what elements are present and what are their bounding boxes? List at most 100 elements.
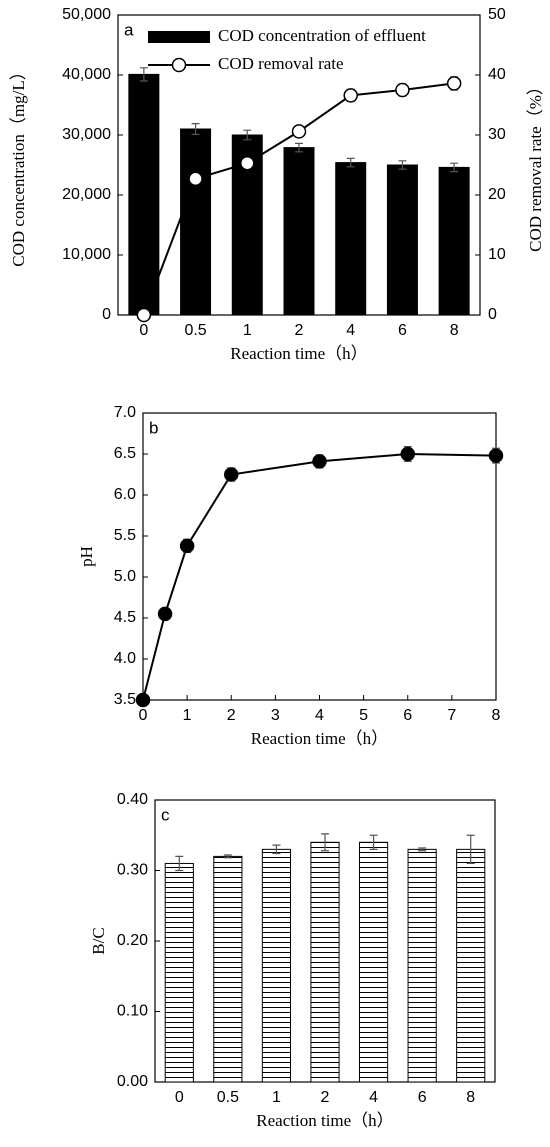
- panel-label: a: [124, 20, 134, 39]
- legend-label: COD concentration of effluent: [218, 26, 426, 45]
- y-tick-label: 40,000: [62, 66, 111, 83]
- marker: [312, 454, 327, 469]
- y-tick-label: 6.5: [114, 445, 136, 462]
- y-tick-label: 0.20: [117, 932, 148, 949]
- y-tick-label: 0.30: [117, 862, 148, 879]
- marker: [136, 307, 152, 323]
- marker: [224, 467, 239, 482]
- marker: [395, 82, 410, 98]
- y-tick-label: 0.10: [117, 1003, 148, 1020]
- marker: [157, 606, 173, 622]
- error-bar: [272, 844, 281, 855]
- marker: [291, 124, 307, 139]
- bar: [180, 128, 212, 316]
- y-tick-label: 10,000: [62, 246, 111, 263]
- bar: [310, 841, 340, 1083]
- x-tick-label: 0.5: [184, 322, 206, 339]
- x-tick-label: 0: [175, 1089, 184, 1106]
- y-tick-label: 30,000: [62, 126, 111, 143]
- bar: [407, 848, 437, 1083]
- y-axis-label: pH: [77, 546, 96, 567]
- error-bar: [139, 67, 148, 82]
- y-tick-label: 4.5: [114, 609, 136, 626]
- x-tick-label: 4: [315, 707, 324, 724]
- x-tick-label: 8: [466, 1089, 475, 1106]
- error-bar: [295, 142, 303, 153]
- legend-label: COD removal rate: [218, 54, 344, 73]
- x-tick-label: 0: [139, 322, 148, 339]
- x-tick-label: 2: [295, 322, 304, 339]
- y-tick-label: 5.0: [114, 568, 136, 585]
- y-tick-label: 0.00: [117, 1073, 148, 1090]
- error-bar: [398, 160, 407, 170]
- panel: 3.5 4.0 4.5 5.0 5.5 6.0 6.5 7.0 0 1 2 3 4 5 6 7 8 Reactio…: [77, 404, 504, 748]
- x-axis-label: Reaction time（h）: [230, 344, 367, 363]
- y2-tick-label: 40: [488, 66, 506, 83]
- line: [142, 452, 497, 701]
- x-tick-label: 6: [418, 1089, 427, 1106]
- legend-swatch: [148, 31, 210, 43]
- y2-tick-label: 10: [488, 246, 506, 263]
- bar: [261, 848, 292, 1083]
- error-bar: [418, 847, 427, 852]
- x-tick-label: 6: [398, 322, 407, 339]
- x-tick-label: 3: [271, 707, 280, 724]
- x-axis-label: Reaction time（h）: [251, 729, 388, 748]
- x-tick-label: 1: [183, 707, 192, 724]
- bar: [164, 862, 194, 1083]
- x-tick-label: 4: [346, 322, 355, 339]
- error-bar: [321, 833, 329, 852]
- marker: [400, 446, 415, 462]
- y-tick-label: 0: [102, 306, 111, 323]
- y-tick-label: 5.5: [114, 527, 136, 544]
- x-tick-label: 1: [243, 322, 252, 339]
- x-tick-label: 4: [369, 1089, 378, 1106]
- y-tick-label: 0.40: [117, 791, 148, 808]
- x-tick-label: 2: [321, 1089, 330, 1106]
- error-bar: [223, 854, 232, 859]
- y2-tick-label: 50: [488, 6, 506, 23]
- x-tick-label: 0: [139, 707, 148, 724]
- y2-tick-label: 0: [488, 306, 497, 323]
- bar: [386, 164, 418, 316]
- x-tick-label: 7: [447, 707, 456, 724]
- y-tick-label: 3.5: [114, 691, 136, 708]
- bar: [358, 841, 389, 1083]
- panel-label: b: [149, 418, 158, 437]
- bar: [438, 166, 470, 316]
- bar: [456, 848, 486, 1083]
- y-tick-label: 20,000: [62, 186, 111, 203]
- error-bar: [450, 162, 459, 173]
- x-tick-label: 6: [403, 707, 412, 724]
- y-tick-label: 50,000: [62, 6, 111, 23]
- y-axis-label: COD concentration（mg/L）: [9, 63, 28, 267]
- panel: 0.00 0.10 0.20 0.30 0.40 0 0.5 1 2 4 6 8 Reaction ti…: [89, 791, 496, 1130]
- marker: [135, 692, 151, 708]
- y2-tick-label: 20: [488, 186, 506, 203]
- bar: [213, 855, 243, 1083]
- error-bar: [175, 855, 184, 872]
- y2-axis-label: COD removal rate（%）: [526, 78, 545, 252]
- error-bar: [346, 157, 355, 168]
- x-tick-label: 2: [227, 707, 236, 724]
- x-tick-label: 5: [359, 707, 368, 724]
- error-bar: [369, 834, 378, 850]
- bar: [283, 147, 315, 316]
- legend-marker: [171, 57, 187, 73]
- x-tick-label: 1: [272, 1089, 281, 1106]
- panel: 010,00020,00030,00040,00050,000010203040…: [9, 6, 545, 363]
- x-tick-label: 8: [450, 322, 459, 339]
- y-tick-label: 7.0: [114, 404, 136, 421]
- y-tick-label: 4.0: [114, 650, 136, 667]
- panel-label: c: [161, 805, 170, 824]
- bar: [335, 162, 367, 316]
- marker: [240, 155, 255, 171]
- error-bar: [191, 123, 200, 135]
- x-axis-label: Reaction time（h）: [256, 1111, 393, 1130]
- marker: [188, 171, 203, 187]
- marker: [343, 88, 358, 103]
- bar: [128, 73, 160, 316]
- y2-tick-label: 30: [488, 126, 506, 143]
- error-bar: [243, 129, 252, 141]
